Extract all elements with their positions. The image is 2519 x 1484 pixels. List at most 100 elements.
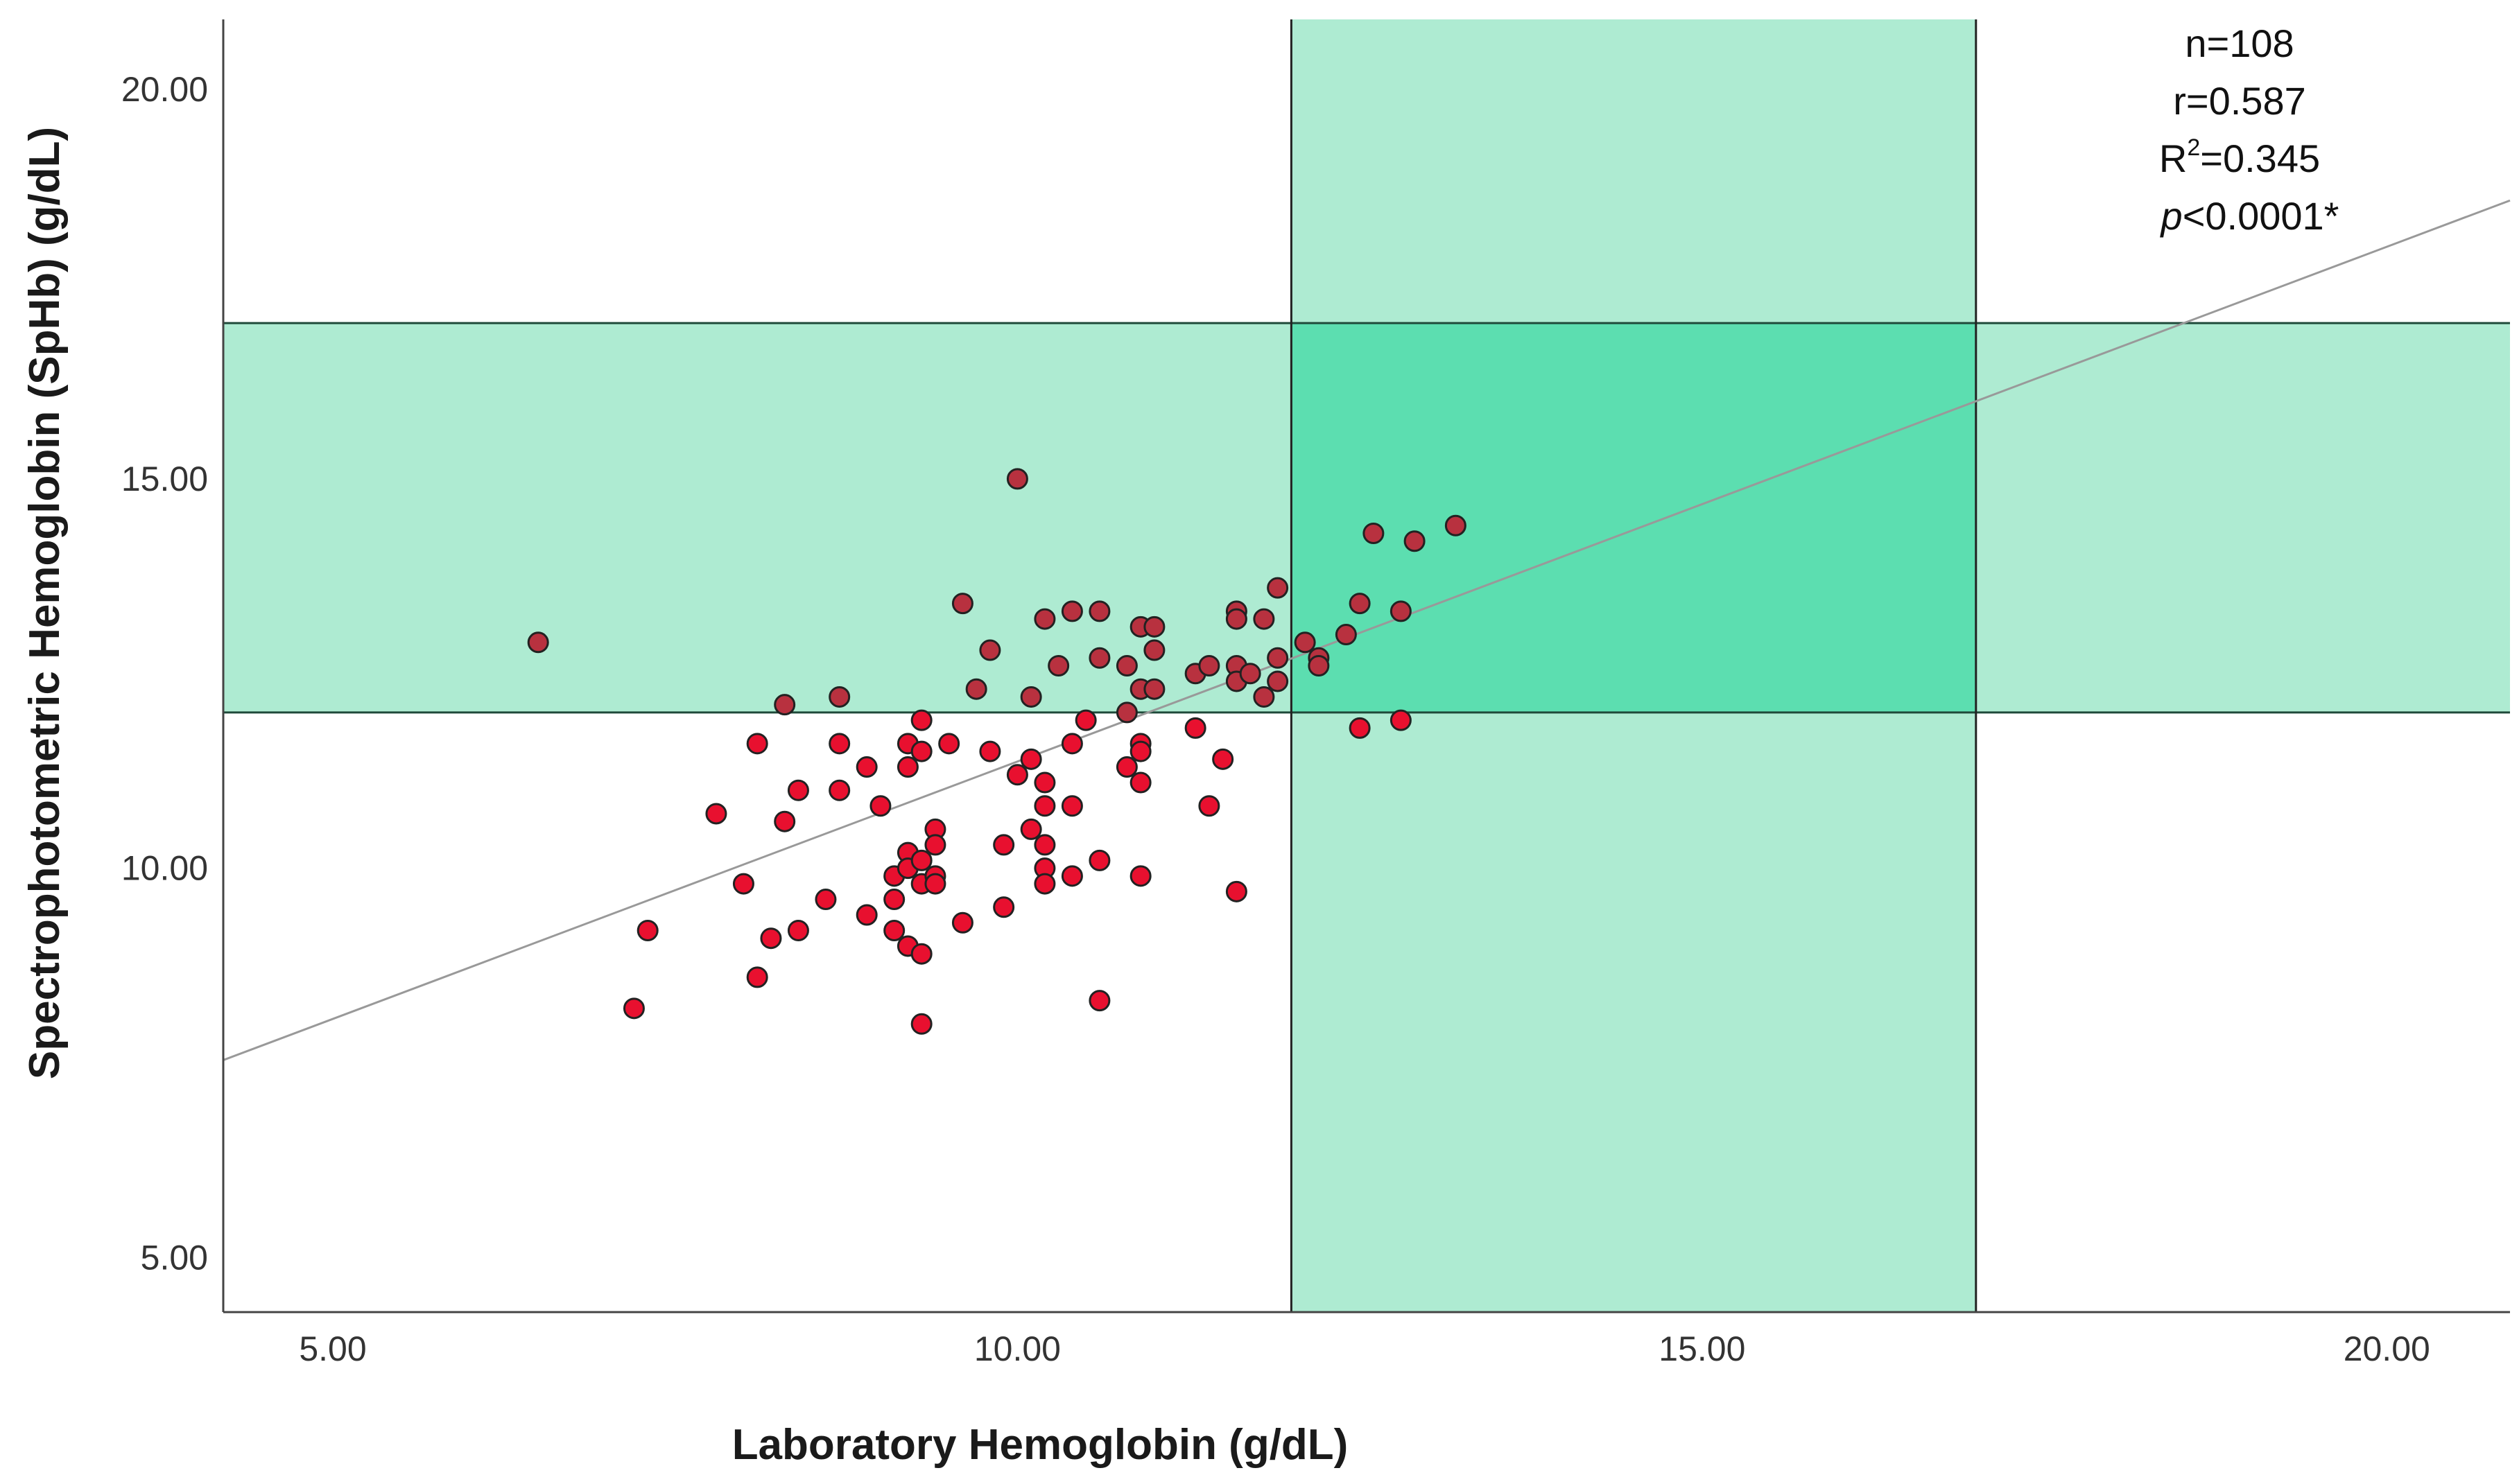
data-point (897, 756, 919, 778)
data-point (1020, 686, 1042, 708)
data-point (910, 709, 933, 731)
reference-bands (223, 19, 2510, 1312)
data-point (1034, 771, 1056, 794)
data-point (1089, 600, 1111, 622)
data-points (527, 468, 1466, 1035)
y-axis-title: Spectrophotometric Hemoglobin (SpHb) (g/… (21, 127, 69, 1079)
reference-lines (223, 19, 2510, 1312)
data-point (1267, 577, 1289, 599)
data-point (1034, 795, 1056, 817)
x-axis-ticks: 5.00 10.00 15.00 20.00 (299, 1329, 2430, 1368)
data-point (993, 896, 1015, 918)
data-point (1212, 748, 1234, 770)
data-point (705, 803, 727, 825)
data-point (1143, 678, 1166, 700)
data-point (829, 733, 851, 755)
data-point (979, 740, 1001, 762)
data-point (1034, 873, 1056, 895)
data-point (1020, 748, 1042, 770)
stat-r2: R2=0.345 (2159, 134, 2320, 180)
data-point (979, 639, 1001, 661)
y-axis-ticks: 5.00 10.00 15.00 20.00 (121, 70, 208, 1277)
data-point (1239, 663, 1261, 685)
data-point (1444, 514, 1466, 536)
y-tick-label: 15.00 (121, 460, 208, 498)
data-point (1034, 834, 1056, 856)
data-point (1034, 608, 1056, 630)
data-point (1089, 990, 1111, 1012)
stats-annotation: n=108 r=0.587 R2=0.345 p<0.0001* (2159, 21, 2339, 238)
data-point (1362, 523, 1385, 545)
x-axis-title: Laboratory Hemoglobin (g/dL) (732, 1421, 1349, 1469)
data-point (527, 631, 549, 654)
data-point (1129, 771, 1152, 794)
axes (222, 19, 2510, 1313)
stat-r: r=0.587 (2173, 79, 2306, 123)
data-point (1061, 795, 1083, 817)
y-tick-label: 5.00 (141, 1238, 208, 1277)
data-point (1061, 865, 1083, 887)
band-overlap (1291, 323, 1976, 713)
y-tick-label: 20.00 (121, 70, 208, 109)
stat-n: n=108 (2185, 21, 2294, 65)
data-point (746, 966, 768, 988)
data-point (1349, 593, 1371, 615)
data-point (787, 779, 809, 801)
x-tick-label: 20.00 (2344, 1329, 2430, 1368)
data-point (1390, 600, 1412, 622)
data-point (924, 834, 946, 856)
data-point (1253, 608, 1275, 630)
data-point (1143, 639, 1166, 661)
data-point (1294, 631, 1316, 654)
data-point (910, 943, 933, 965)
data-point (787, 919, 809, 941)
data-point (1116, 701, 1138, 724)
data-point (951, 911, 973, 934)
data-point (965, 678, 987, 700)
stat-p: p<0.0001* (2160, 194, 2339, 238)
data-point (1020, 818, 1042, 840)
data-point (910, 849, 933, 871)
data-point (1116, 655, 1138, 676)
data-point (637, 919, 659, 941)
data-point (924, 873, 946, 895)
data-point (1349, 717, 1371, 739)
data-point (746, 733, 768, 755)
regression-line-group (223, 199, 2511, 1061)
data-point (732, 873, 754, 895)
x-tick-label: 10.00 (974, 1329, 1061, 1368)
data-point (1184, 717, 1206, 739)
data-point (1267, 647, 1289, 669)
data-point (829, 779, 851, 801)
data-point (760, 927, 782, 950)
data-point (1129, 865, 1152, 887)
data-point (856, 756, 878, 778)
data-point (910, 1013, 933, 1035)
data-point (1048, 655, 1070, 676)
y-tick-label: 10.00 (121, 849, 208, 888)
data-point (938, 733, 960, 755)
data-point (1390, 709, 1412, 731)
data-point (1198, 655, 1220, 676)
data-point (1335, 624, 1357, 646)
data-point (1116, 756, 1138, 778)
data-point (951, 593, 973, 615)
regression-line (223, 199, 2511, 1061)
data-point (774, 694, 796, 716)
data-point (774, 810, 796, 832)
data-point (993, 834, 1015, 856)
data-point (815, 889, 837, 911)
data-point (1225, 880, 1247, 902)
data-point (1129, 740, 1152, 762)
data-point (883, 889, 906, 911)
data-point (1253, 686, 1275, 708)
data-point (856, 904, 878, 926)
x-tick-label: 5.00 (299, 1329, 366, 1368)
data-point (1198, 795, 1220, 817)
data-point (1006, 468, 1028, 490)
data-point (1006, 764, 1028, 786)
data-point (1143, 616, 1166, 638)
data-point (910, 740, 933, 762)
data-point (1089, 647, 1111, 669)
